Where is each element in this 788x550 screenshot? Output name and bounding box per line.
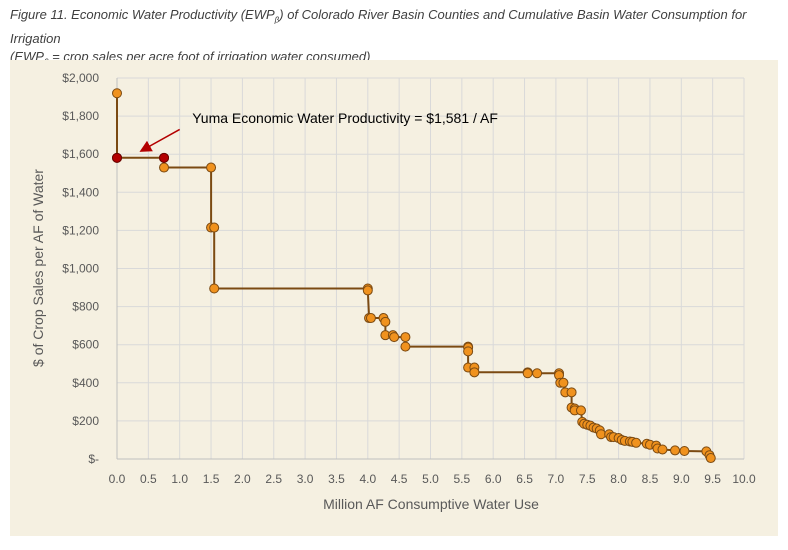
data-point	[532, 368, 543, 379]
caption-line-2: (EWPβ = crop sales per acre foot of irri…	[10, 48, 371, 67]
y-tick-label: $1,200	[62, 223, 99, 237]
data-point	[365, 313, 376, 324]
data-point	[463, 346, 474, 357]
x-tick-label: 7.0	[548, 472, 565, 486]
data-point	[380, 316, 391, 327]
y-tick-label: $800	[72, 300, 99, 314]
y-tick-label: $200	[72, 414, 99, 428]
grid	[117, 77, 745, 459]
x-tick-label: 10.0	[732, 472, 756, 486]
x-tick-label: 5.5	[454, 472, 471, 486]
x-tick-label: 0.5	[140, 472, 157, 486]
data-point	[558, 377, 569, 388]
y-tick-label: $400	[72, 376, 99, 390]
x-tick-label: 4.5	[391, 472, 408, 486]
data-point	[400, 332, 411, 343]
x-tick-label: 1.5	[203, 472, 220, 486]
data-point	[159, 162, 170, 173]
x-tick-label: 8.0	[610, 472, 627, 486]
y-tick-label: $1,800	[62, 109, 99, 123]
x-tick-label: 2.0	[234, 472, 251, 486]
y-tick-label: $600	[72, 338, 99, 352]
x-tick-label: 7.5	[579, 472, 596, 486]
annotation-text: Yuma Economic Water Productivity = $1,58…	[192, 110, 498, 126]
y-tick-label: $1,600	[62, 147, 99, 161]
data-point	[389, 332, 400, 343]
data-point	[209, 283, 220, 294]
data-point	[657, 444, 668, 455]
highlight-point	[159, 152, 170, 163]
data-point	[206, 162, 217, 173]
data-point	[400, 341, 411, 352]
data-point	[679, 445, 690, 456]
data-point	[705, 453, 716, 464]
x-tick-label: 2.5	[265, 472, 282, 486]
x-tick-label: 4.0	[359, 472, 376, 486]
caption-line-1: Figure 11. Economic Water Productivity (…	[10, 7, 747, 46]
annotation-arrow	[139, 128, 181, 152]
data-point	[596, 429, 607, 440]
data-point	[112, 88, 122, 99]
x-tick-label: 3.5	[328, 472, 345, 486]
x-tick-label: 5.0	[422, 472, 439, 486]
data-point	[469, 367, 480, 378]
data-point	[209, 222, 220, 233]
series-line	[116, 93, 712, 459]
highlight-point	[112, 152, 122, 163]
x-tick-label: 8.5	[642, 472, 659, 486]
y-tick-label: $-	[88, 452, 99, 466]
x-tick-label: 9.5	[704, 472, 721, 486]
data-point	[670, 445, 681, 456]
data-point	[631, 437, 642, 448]
y-tick-label: $2,000	[62, 71, 99, 85]
data-markers	[112, 88, 716, 464]
figure-caption: Figure 11. Economic Water Productivity (…	[10, 6, 780, 71]
y-tick-label: $1,400	[62, 185, 99, 199]
data-point	[362, 285, 373, 296]
x-tick-label: 6.5	[516, 472, 533, 486]
series-path	[116, 93, 712, 459]
chart-panel: $- $200 $400 $600 $800 $1,000 $1,200 $1,400 $1,6…	[10, 60, 778, 536]
ewp-step-chart: $- $200 $400 $600 $800 $1,000 $1,200 $1,400 $1,6…	[30, 71, 756, 512]
axes: $- $200 $400 $600 $800 $1,000 $1,200 $1,400 $1,6…	[62, 71, 756, 486]
x-tick-label: 1.0	[171, 472, 188, 486]
y-tick-label: $1,000	[62, 262, 99, 276]
y-axis-label: $ of Crop Sales per AF of Water	[30, 169, 46, 367]
data-point	[566, 387, 577, 398]
x-axis-label: Million AF Consumptive Water Use	[323, 496, 539, 512]
x-tick-label: 0.0	[109, 472, 126, 486]
x-tick-label: 9.0	[673, 472, 690, 486]
x-tick-label: 6.0	[485, 472, 502, 486]
x-tick-label: 3.0	[297, 472, 314, 486]
annotations: Yuma Economic Water Productivity = $1,58…	[139, 110, 498, 152]
data-point	[522, 368, 533, 379]
data-point	[575, 405, 586, 416]
